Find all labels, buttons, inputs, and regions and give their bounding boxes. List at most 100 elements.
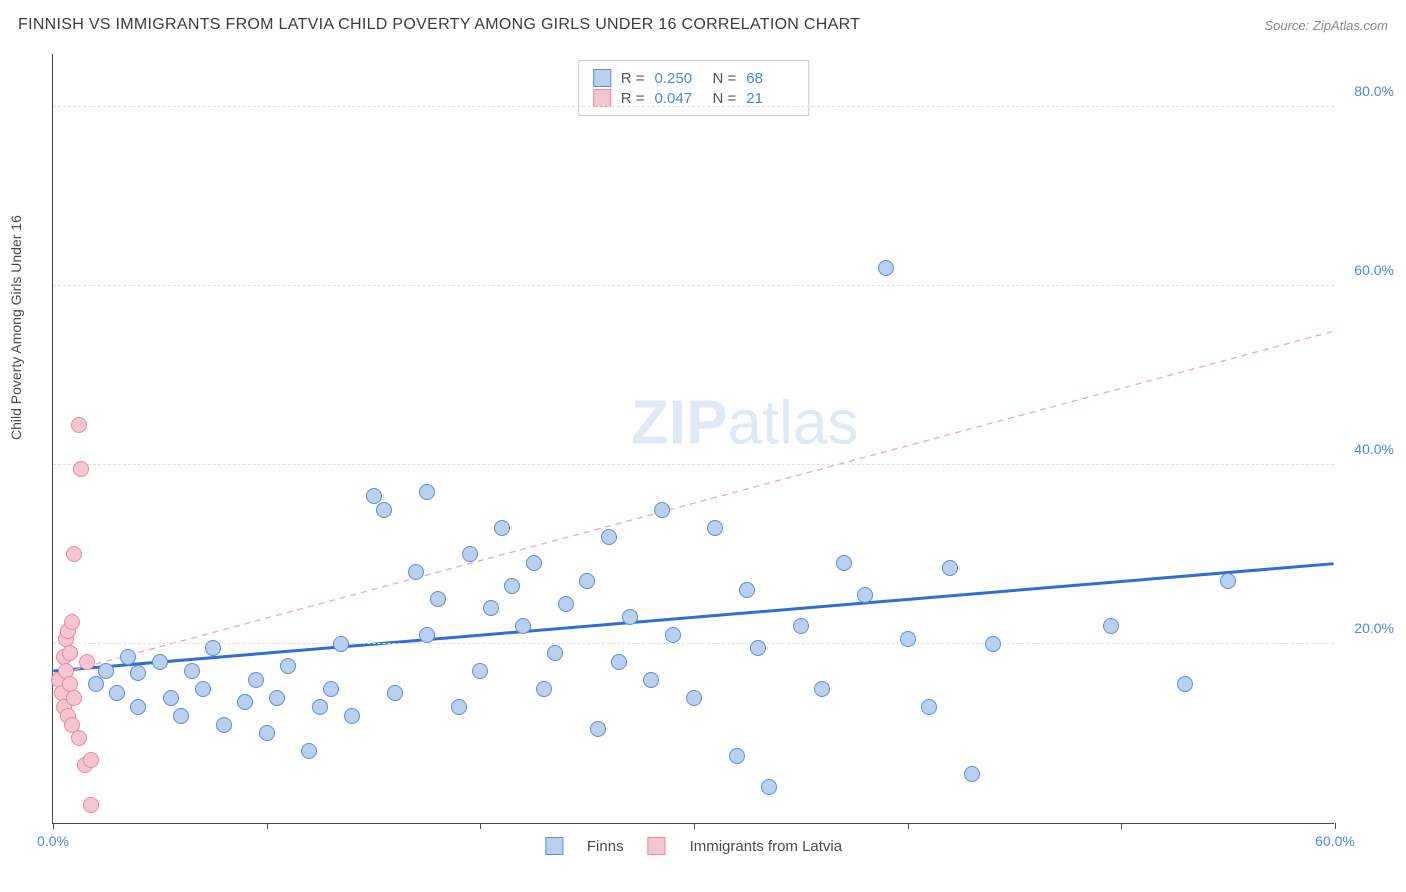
x-tick	[908, 823, 909, 829]
y-axis-label: Child Poverty Among Girls Under 16	[8, 215, 24, 440]
data-point	[536, 681, 552, 697]
data-point	[173, 708, 189, 724]
y-tick-label: 60.0%	[1354, 262, 1394, 278]
data-point	[88, 676, 104, 692]
data-point	[130, 665, 146, 681]
swatch-latvia	[593, 89, 611, 107]
y-tick-label: 40.0%	[1354, 441, 1394, 457]
chart-title: FINNISH VS IMMIGRANTS FROM LATVIA CHILD …	[18, 16, 860, 34]
data-point	[387, 685, 403, 701]
data-point	[163, 690, 179, 706]
data-point	[237, 694, 253, 710]
data-point	[333, 636, 349, 652]
data-point	[601, 529, 617, 545]
data-point	[71, 730, 87, 746]
legend: Finns Immigrants from Latvia	[545, 837, 842, 855]
legend-swatch-finns	[545, 837, 563, 855]
x-tick	[53, 823, 54, 829]
data-point	[579, 573, 595, 589]
swatch-finns	[593, 69, 611, 87]
data-point	[269, 690, 285, 706]
data-point	[504, 578, 520, 594]
data-point	[301, 743, 317, 759]
gridline	[53, 643, 1334, 644]
data-point	[462, 546, 478, 562]
correlation-stats-box: R = 0.250 N = 68 R = 0.047 N = 21	[578, 60, 810, 116]
y-tick-label: 20.0%	[1354, 620, 1394, 636]
data-point	[985, 636, 1001, 652]
gridline	[53, 106, 1334, 107]
legend-label-latvia: Immigrants from Latvia	[690, 838, 843, 855]
source-attribution: Source: ZipAtlas.com	[1264, 18, 1388, 33]
data-point	[836, 555, 852, 571]
data-point	[654, 502, 670, 518]
data-point	[120, 649, 136, 665]
x-tick	[694, 823, 695, 829]
watermark-zip: ZIP	[631, 389, 727, 458]
data-point	[814, 681, 830, 697]
data-point	[430, 591, 446, 607]
y-tick-label: 80.0%	[1354, 83, 1394, 99]
data-point	[216, 717, 232, 733]
data-point	[547, 645, 563, 661]
data-point	[515, 618, 531, 634]
data-point	[942, 560, 958, 576]
n-label: N =	[713, 70, 737, 87]
data-point	[1177, 676, 1193, 692]
data-point	[98, 663, 114, 679]
data-point	[964, 766, 980, 782]
x-tick-label: 60.0%	[1315, 833, 1355, 849]
data-point	[259, 725, 275, 741]
gridline	[53, 285, 1334, 286]
n-label: N =	[713, 90, 737, 107]
r-label: R =	[621, 70, 645, 87]
data-point	[205, 640, 221, 656]
watermark: ZIPatlas	[631, 388, 858, 459]
data-point	[643, 672, 659, 688]
data-point	[109, 685, 125, 701]
data-point	[622, 609, 638, 625]
x-tick-label: 0.0%	[37, 833, 69, 849]
data-point	[419, 484, 435, 500]
data-point	[184, 663, 200, 679]
source-name: ZipAtlas.com	[1313, 18, 1388, 33]
data-point	[900, 631, 916, 647]
data-point	[793, 618, 809, 634]
data-point	[1103, 618, 1119, 634]
watermark-atlas: atlas	[727, 389, 858, 458]
data-point	[483, 600, 499, 616]
data-point	[451, 699, 467, 715]
trend-line	[53, 331, 1333, 675]
data-point	[686, 690, 702, 706]
data-point	[750, 640, 766, 656]
r-value-latvia: 0.047	[655, 90, 703, 107]
x-tick	[267, 823, 268, 829]
data-point	[665, 627, 681, 643]
n-value-latvia: 21	[746, 90, 794, 107]
x-tick	[1335, 823, 1336, 829]
legend-swatch-latvia	[648, 837, 666, 855]
r-label: R =	[621, 90, 645, 107]
legend-label-finns: Finns	[587, 838, 624, 855]
data-point	[376, 502, 392, 518]
r-value-finns: 0.250	[655, 70, 703, 87]
scatter-chart: ZIPatlas R = 0.250 N = 68 R = 0.047 N = …	[52, 54, 1334, 824]
data-point	[921, 699, 937, 715]
data-point	[472, 663, 488, 679]
data-point	[73, 461, 89, 477]
data-point	[280, 658, 296, 674]
data-point	[83, 797, 99, 813]
gridline	[53, 464, 1334, 465]
n-value-finns: 68	[746, 70, 794, 87]
data-point	[66, 546, 82, 562]
data-point	[419, 627, 435, 643]
data-point	[248, 672, 264, 688]
stats-row-latvia: R = 0.047 N = 21	[593, 89, 795, 107]
data-point	[64, 614, 80, 630]
data-point	[83, 752, 99, 768]
data-point	[761, 779, 777, 795]
data-point	[1220, 573, 1236, 589]
data-point	[707, 520, 723, 536]
data-point	[857, 587, 873, 603]
data-point	[130, 699, 146, 715]
